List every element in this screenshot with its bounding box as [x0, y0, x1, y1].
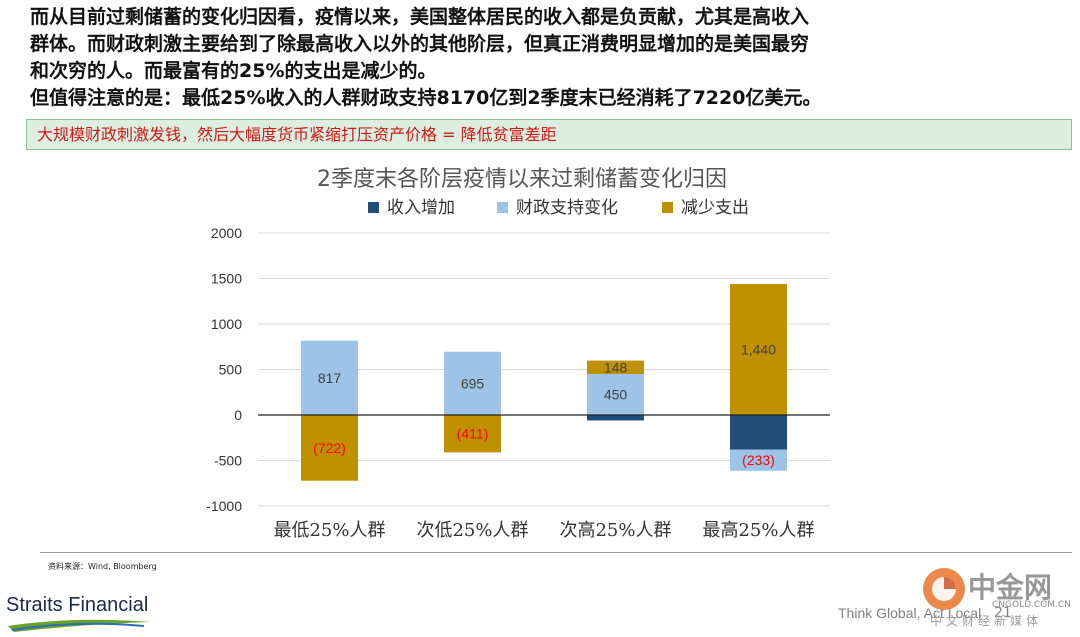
bar-segment	[587, 374, 644, 415]
y-tick-label: 1000	[211, 316, 242, 332]
commentary-text: 而从目前过剩储蓄的变化归因看，疫情以来，美国整体居民的收入都是负贡献，尤其是高收…	[30, 4, 1070, 112]
watermark-subtitle: 中文财经新媒体	[930, 614, 1043, 628]
bar-segment	[301, 340, 358, 415]
data-label: 450	[604, 387, 628, 403]
x-axis: 最低25%人群 次低25%人群 次高25%人群 最高25%人群	[258, 414, 830, 541]
bars	[301, 283, 787, 481]
x-tick-label: 最高25%人群	[702, 520, 814, 541]
x-tick-label: 次高25%人群	[559, 520, 671, 541]
watermark-url: CNGOLD.COM.CN	[992, 600, 1071, 610]
data-label: 148	[604, 359, 628, 375]
watermark-name: 中金网	[968, 571, 1053, 604]
page-number: 21	[994, 605, 1012, 621]
y-tick-label: 1500	[211, 271, 242, 287]
bar-segment	[301, 415, 358, 481]
brand-swoosh-icon	[8, 619, 150, 632]
source-note: 资料来源：Wind, Bloomberg	[48, 562, 157, 571]
x-tick-label: 次低25%人群	[416, 520, 528, 541]
legend-label: 财政支持变化	[516, 198, 618, 218]
brand-name: Straits Financial	[6, 594, 149, 616]
bar-labels: 817 (722) 695 (411) 450 148 (233) 1,440	[313, 341, 776, 468]
chart-title: 2季度末各阶层疫情以来过剩储蓄变化归因	[317, 167, 727, 192]
data-label: (233)	[742, 452, 775, 468]
commentary-line-1: 而从目前过剩储蓄的变化归因看，疫情以来，美国整体居民的收入都是负贡献，尤其是高收…	[30, 6, 810, 28]
data-label: (411)	[457, 426, 489, 442]
data-label: 1,440	[741, 341, 776, 357]
legend-swatch	[368, 202, 379, 213]
bar-segment	[587, 360, 644, 375]
commentary-line-4: 但值得注意的是：最低25%收入的人群财政支持8170亿到2季度末已经消耗了722…	[30, 87, 822, 109]
footer-divider	[40, 552, 1072, 553]
savings-attribution-chart: 2季度末各阶层疫情以来过剩储蓄变化归因 收入增加 财政支持变化 减少支出 2000 1…	[206, 167, 830, 541]
bar-segment	[730, 415, 787, 450]
legend-swatch	[662, 202, 673, 213]
y-tick-label: -1000	[206, 498, 242, 514]
y-tick-label: -500	[214, 453, 242, 469]
y-tick-label: 0	[234, 407, 242, 423]
x-tick-label: 最低25%人群	[273, 520, 385, 541]
bar-segment	[444, 415, 501, 453]
y-tick-label: 2000	[211, 225, 242, 241]
bar-segment	[444, 351, 501, 415]
bar-segment	[730, 283, 787, 415]
commentary-line-2: 群体。而财政刺激主要给到了除最高收入以外的其他阶层，但真正消费明显增加的是美国最…	[30, 33, 810, 55]
chart-legend: 收入增加 财政支持变化 减少支出	[368, 198, 749, 218]
legend-swatch	[497, 202, 508, 213]
data-label: 817	[318, 370, 342, 386]
highlight-banner: 大规模财政刺激发钱，然后大幅度货币紧缩打压资产价格 = 降低贫富差距	[26, 119, 1072, 150]
data-label: (722)	[313, 440, 346, 456]
legend-label: 收入增加	[387, 198, 455, 218]
cngold-logo-icon	[923, 568, 965, 610]
bar-segment	[730, 449, 787, 471]
commentary-line-3: 和次穷的人。而最富有的25%的支出是减少的。	[30, 60, 437, 82]
y-tick-label: 500	[219, 362, 243, 378]
y-axis: 2000 1500 1000 500 0 -500 -1000	[206, 225, 242, 514]
bar-segment	[587, 415, 644, 421]
legend-label: 减少支出	[681, 198, 749, 218]
data-label: 695	[461, 375, 485, 391]
